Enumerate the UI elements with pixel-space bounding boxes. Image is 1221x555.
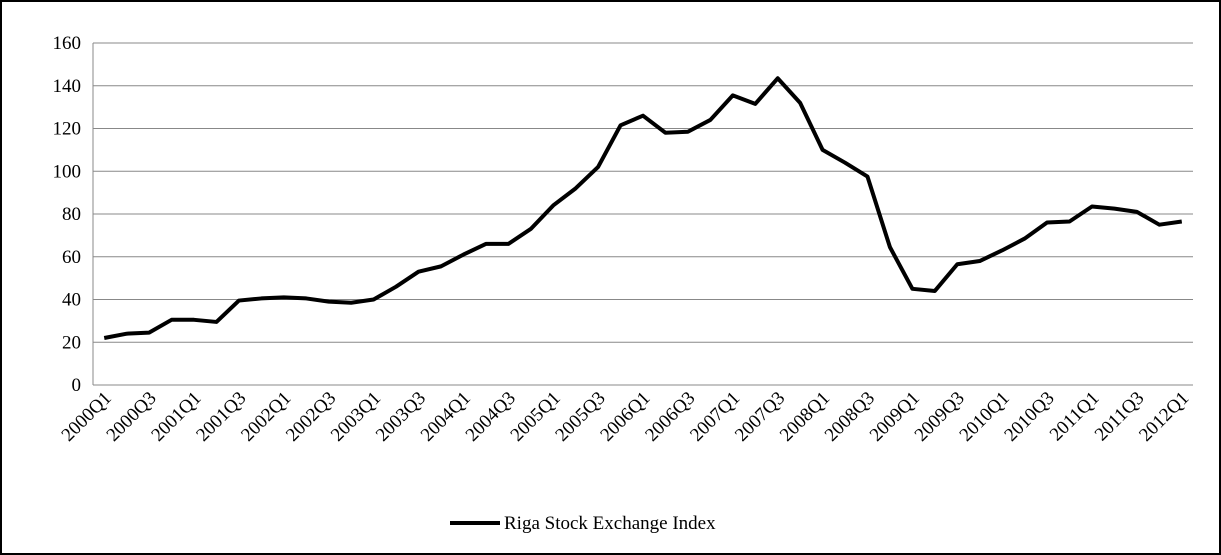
y-tick-label: 60 (62, 247, 81, 268)
y-tick-label: 40 (62, 290, 81, 311)
y-tick-label: 20 (62, 332, 81, 353)
y-tick-label: 160 (53, 33, 82, 54)
line (103, 76, 1183, 340)
y-tick-label: 80 (62, 204, 81, 225)
y-tick-label: 100 (53, 161, 82, 182)
y-tick-label: 120 (53, 119, 82, 140)
y-tick-label: 140 (53, 76, 82, 97)
y-tick-label: 0 (72, 375, 82, 396)
legend-label: Riga Stock Exchange Index (504, 513, 716, 534)
